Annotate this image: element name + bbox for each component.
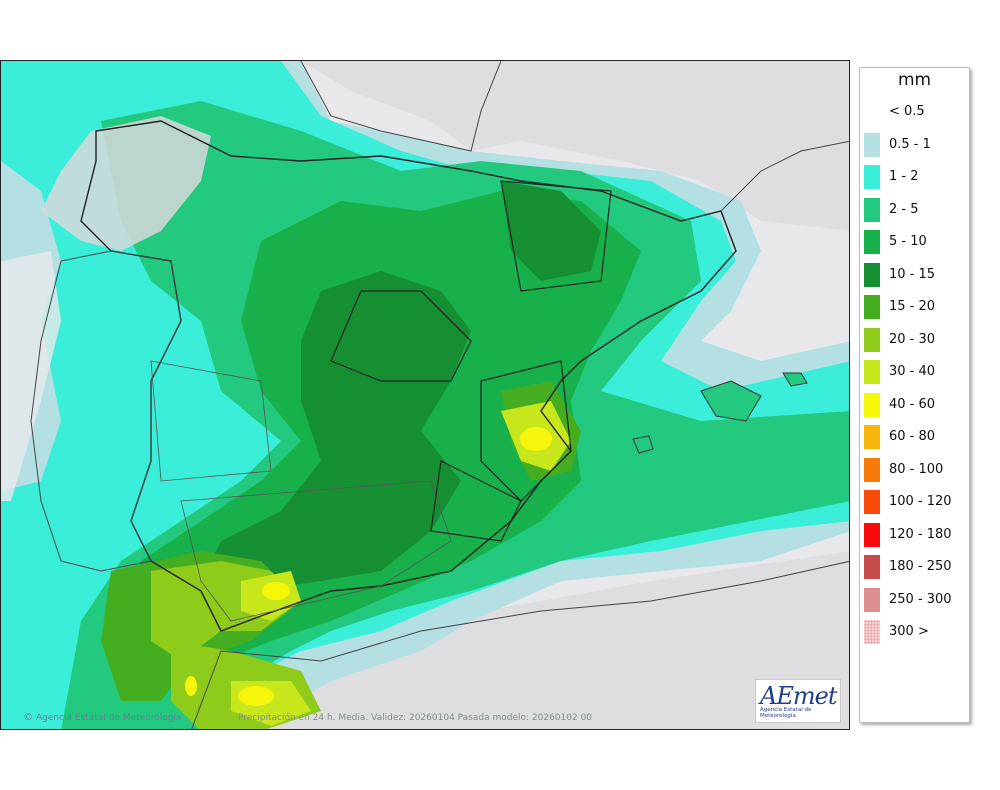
legend-swatch <box>864 165 880 189</box>
legend-swatch <box>864 457 880 482</box>
africa-land <box>192 551 849 729</box>
legend-label: 20 - 30 <box>889 331 936 347</box>
region-outline-valencia <box>480 360 572 502</box>
legend-label: < 0.5 <box>889 104 925 119</box>
legend-swatch <box>864 197 880 222</box>
precipitation-legend: mm < 0.5 0.5 - 1 1 - 2 2 - 5 5 - 10 10 - 15 15… <box>859 67 970 723</box>
france-land <box>301 61 849 231</box>
mallorca <box>700 380 762 422</box>
legend-label: 40 - 60 <box>889 396 936 412</box>
legend-label: 120 - 180 <box>889 526 952 542</box>
aemet-logo: AEmet Agencia Estatal de Meteorología <box>755 679 841 723</box>
galicia-dry-area <box>41 116 211 251</box>
region-outline-extremadura <box>150 360 272 482</box>
legend-label: 30 - 40 <box>889 364 936 379</box>
region-outline-aragon <box>500 180 612 292</box>
region-outline-murcia <box>430 460 522 542</box>
region-outline-madrid <box>330 290 472 382</box>
legend-swatch <box>864 425 880 449</box>
agency-credit: © Agencia Estatal de Meteorología <box>23 712 182 723</box>
portugal-coast-dry-area <box>1 251 61 501</box>
menorca <box>782 372 808 387</box>
aemet-logo-brand: AEmet <box>760 682 837 710</box>
legend-label: 100 - 120 <box>889 494 952 509</box>
legend-label: 0.5 - 1 <box>889 136 931 152</box>
agency-credit-text: Agencia Estatal de Meteorología <box>36 713 182 723</box>
aemet-logo-subtitle: Agencia Estatal de Meteorología <box>760 707 812 719</box>
legend-swatch <box>864 620 880 644</box>
legend-swatch <box>864 132 880 157</box>
legend-label: 80 - 100 <box>889 461 944 477</box>
france-coast <box>300 61 502 152</box>
legend-swatch <box>864 490 880 514</box>
ibiza <box>632 435 654 454</box>
legend-swatch <box>864 100 880 124</box>
map-caption: Precipitación en 24 h. Media. Validez: 2… <box>238 713 593 723</box>
legend-swatch <box>864 522 880 547</box>
precipitation-map: © Agencia Estatal de Meteorología Precipi… <box>0 60 850 730</box>
legend-swatch <box>864 392 880 417</box>
region-outline-andalucia <box>180 480 452 622</box>
legend-swatch <box>864 360 880 384</box>
legend-label: 1 - 2 <box>889 169 919 184</box>
legend-label: 10 - 15 <box>889 266 936 282</box>
legend-swatch <box>864 587 880 612</box>
portugal-border <box>30 250 182 572</box>
legend-swatch <box>864 262 880 287</box>
legend-label: 15 - 20 <box>889 299 936 314</box>
france-south-coast <box>720 140 849 212</box>
legend-swatch <box>864 327 880 352</box>
legend-label: 300 > <box>889 624 929 639</box>
legend-swatch <box>864 555 880 579</box>
map-canvas <box>1 61 849 729</box>
legend-unit: mm <box>897 70 932 90</box>
band-10-15 <box>201 271 471 591</box>
legend-swatch <box>864 230 880 254</box>
band-40-60-sw <box>185 676 197 696</box>
band-40-60-morocco <box>238 686 274 706</box>
legend-label: 60 - 80 <box>889 429 936 444</box>
legend-swatch <box>864 295 880 319</box>
north-africa-coast <box>191 560 849 729</box>
legend-label: 2 - 5 <box>889 201 919 217</box>
legend-label: 250 - 300 <box>889 591 952 607</box>
band-40-60-malaga <box>262 582 290 600</box>
legend-label: 180 - 250 <box>889 559 952 574</box>
band-10-15-ne <box>501 181 601 281</box>
legend-label: 5 - 10 <box>889 234 927 249</box>
band-40-60-valencia <box>520 427 552 451</box>
copyright-icon: © <box>23 712 33 723</box>
